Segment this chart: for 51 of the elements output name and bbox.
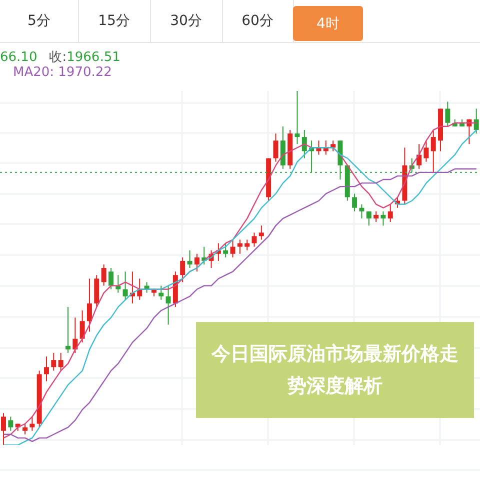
candlestick (430, 129, 436, 173)
candlestick (258, 225, 264, 240)
candlestick (244, 239, 250, 251)
text: 5分 (0, 0, 79, 42)
candlestick (187, 250, 192, 268)
candlestick (359, 204, 364, 219)
candlestick (137, 278, 142, 300)
candlestick (108, 268, 114, 290)
text: 66.10 (0, 50, 38, 65)
candlestick (101, 264, 106, 286)
candlestick (65, 306, 70, 354)
text: 30分 (150, 0, 223, 42)
candlestick (44, 356, 49, 382)
candlestick (237, 239, 242, 254)
candlestick (180, 256, 186, 283)
candlestick (22, 423, 28, 435)
candlestick (72, 317, 78, 354)
candlestick (474, 108, 479, 134)
text: 15分 (78, 0, 151, 42)
candlestick (380, 210, 386, 226)
candlestick (366, 210, 372, 226)
candlestick (374, 210, 379, 222)
candlestick (1, 412, 6, 445)
candlestick (51, 352, 56, 372)
candlestick (58, 352, 64, 372)
candlestick (166, 285, 171, 326)
candlestick (223, 242, 228, 258)
candlestick (424, 140, 429, 162)
candlestick (273, 132, 278, 162)
candlestick (8, 416, 14, 432)
candlestick (122, 271, 128, 300)
candlestick (294, 91, 300, 145)
candlestick (252, 232, 257, 248)
candlestick (388, 204, 393, 222)
candlestick (330, 140, 336, 152)
candlestick (30, 416, 35, 432)
candlestick (158, 285, 164, 300)
text: 收: (49, 50, 67, 65)
candlestick (194, 253, 200, 272)
candlestick (230, 239, 236, 258)
candlestick (86, 278, 92, 332)
candlestick (302, 129, 307, 159)
banner: 今日国际原油市场最新价格走势深度解析 (196, 322, 474, 418)
text: 4时 (293, 6, 363, 41)
candlestick (352, 193, 358, 212)
text: MA20: 1970.22 (13, 65, 112, 80)
candlestick (416, 144, 422, 170)
text: 1966.51 (66, 50, 120, 65)
text: 60分 (222, 0, 294, 42)
candlestick (445, 101, 450, 127)
candlestick (80, 310, 85, 343)
